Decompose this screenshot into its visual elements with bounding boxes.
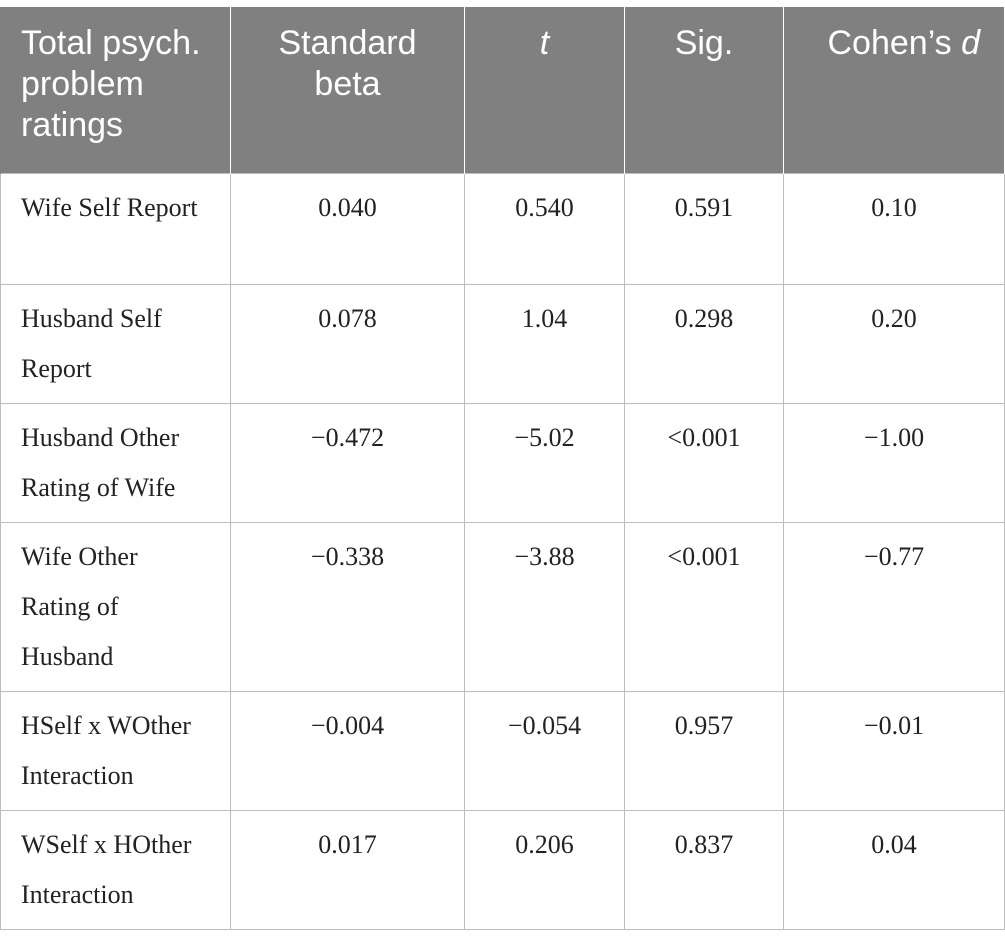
header-ratings: Total psych. problem ratings <box>0 7 231 173</box>
header-cohens-d-prefix: Cohen’s <box>827 24 962 62</box>
table-row: Wife Self Report 0.040 0.540 0.591 0.10 <box>0 172 1005 285</box>
cell-sig: 0.591 <box>624 172 784 285</box>
cell-t: −5.02 <box>464 402 625 523</box>
regression-table: Total psych. problem ratings Standard be… <box>0 7 1005 930</box>
header-row: Total psych. problem ratings Standard be… <box>0 7 1005 173</box>
cell-cohens-d: 0.10 <box>783 172 1005 285</box>
cell-beta: 0.017 <box>230 809 465 930</box>
table-row: Husband Other Rating of Wife −0.472 −5.0… <box>0 402 1005 523</box>
cell-beta: −0.004 <box>230 690 465 811</box>
cell-t: −0.054 <box>464 690 625 811</box>
cell-cohens-d: −1.00 <box>783 402 1005 523</box>
table-row: Husband Self Report 0.078 1.04 0.298 0.2… <box>0 283 1005 404</box>
header-t: t <box>464 7 625 173</box>
header-standard-beta: Standard beta <box>230 7 465 173</box>
row-label: Wife Self Report <box>0 172 231 285</box>
cell-t: 0.206 <box>464 809 625 930</box>
table-body: Wife Self Report 0.040 0.540 0.591 0.10 … <box>0 172 1005 930</box>
row-label: Wife Other Rating of Husband <box>0 521 231 692</box>
cell-sig: 0.298 <box>624 283 784 404</box>
cell-beta: 0.078 <box>230 283 465 404</box>
cell-sig: <0.001 <box>624 521 784 692</box>
table-row: WSelf x HOther Interaction 0.017 0.206 0… <box>0 809 1005 930</box>
row-label: Husband Other Rating of Wife <box>0 402 231 523</box>
cell-t: 0.540 <box>464 172 625 285</box>
header-sig: Sig. <box>624 7 784 173</box>
cell-t: 1.04 <box>464 283 625 404</box>
row-label: HSelf x WOther Interaction <box>0 690 231 811</box>
table-header: Total psych. problem ratings Standard be… <box>0 7 1005 173</box>
table-row: HSelf x WOther Interaction −0.004 −0.054… <box>0 690 1005 811</box>
cell-beta: −0.338 <box>230 521 465 692</box>
cell-cohens-d: −0.77 <box>783 521 1005 692</box>
cell-sig: 0.837 <box>624 809 784 930</box>
regression-table-container: Total psych. problem ratings Standard be… <box>0 7 1005 930</box>
cell-cohens-d: 0.20 <box>783 283 1005 404</box>
row-label: Husband Self Report <box>0 283 231 404</box>
row-label: WSelf x HOther Interaction <box>0 809 231 930</box>
cell-beta: 0.040 <box>230 172 465 285</box>
cell-cohens-d: −0.01 <box>783 690 1005 811</box>
cell-sig: <0.001 <box>624 402 784 523</box>
header-cohens-d: Cohen’s d <box>783 7 1005 173</box>
header-cohens-d-symbol: d <box>961 24 980 62</box>
cell-t: −3.88 <box>464 521 625 692</box>
cell-sig: 0.957 <box>624 690 784 811</box>
cell-cohens-d: 0.04 <box>783 809 1005 930</box>
table-row: Wife Other Rating of Husband −0.338 −3.8… <box>0 521 1005 692</box>
cell-beta: −0.472 <box>230 402 465 523</box>
